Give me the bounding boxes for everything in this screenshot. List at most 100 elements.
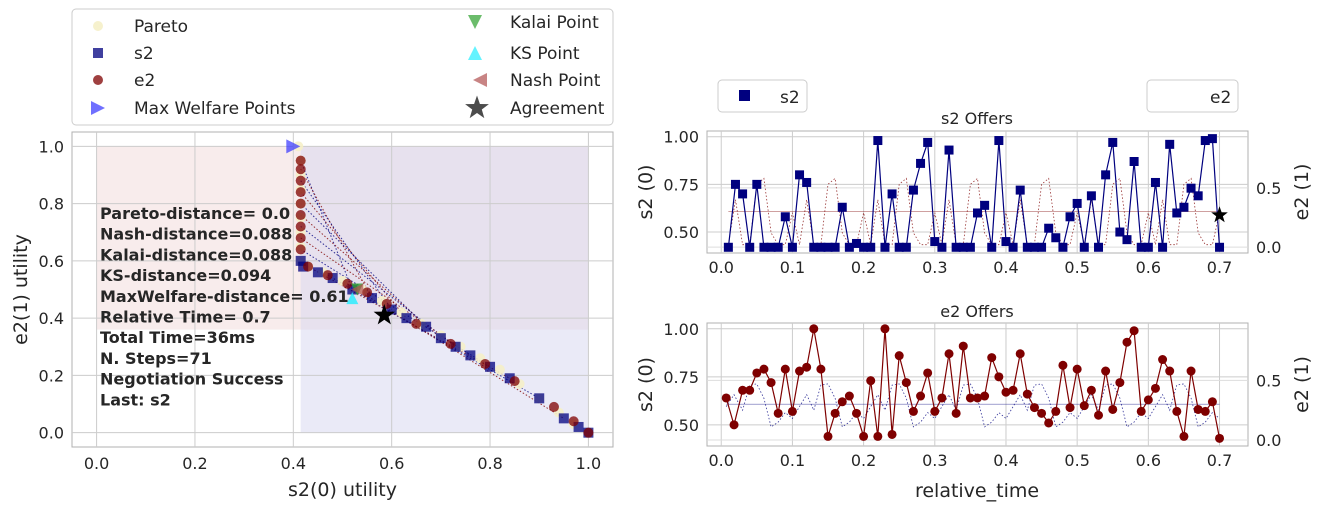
series-point xyxy=(1158,355,1168,365)
series-point xyxy=(723,242,733,252)
offer-trace-line xyxy=(300,191,407,319)
plot-area xyxy=(706,130,1249,254)
y-tick-label: 0.6 xyxy=(39,252,64,271)
series-point xyxy=(823,431,833,441)
series-point xyxy=(923,368,933,378)
e2-point xyxy=(295,155,306,166)
legend-s2-label: s2 xyxy=(780,88,800,108)
x-tick-label: 0.5 xyxy=(1064,258,1089,277)
series-point xyxy=(1115,227,1125,237)
annotation-line: MaxWelfare-distance= 0.61 xyxy=(100,287,349,306)
x-tick-label: 0.4 xyxy=(993,451,1018,470)
series-point xyxy=(880,242,890,252)
series-point xyxy=(1058,360,1068,370)
x-tick-label: 0.4 xyxy=(993,258,1018,277)
series-point xyxy=(937,393,947,403)
offer-trace-line xyxy=(300,160,353,290)
legend-label-ks-point: KS Point xyxy=(510,44,580,64)
utility-scatter-plot: 0.0 0.2 0.4 0.6 0.8 1.0 0.0 0.2 0.4 0.6 0.8 1.0 s2(0… xyxy=(10,131,614,501)
series-point xyxy=(1058,242,1068,252)
series-point xyxy=(1008,385,1018,395)
series-point xyxy=(1165,139,1175,149)
legend-label-max-welfare-points: Max Welfare Points xyxy=(134,99,296,119)
e2-point xyxy=(295,244,306,255)
x-tick-label: 0.0 xyxy=(709,451,734,470)
series-point xyxy=(930,237,940,247)
y-tick-label: 0.0 xyxy=(39,424,64,443)
series-point xyxy=(837,397,847,407)
x-tick-label: 0.3 xyxy=(922,258,947,277)
x-tick-label: 0.7 xyxy=(1207,258,1232,277)
series-point xyxy=(866,376,876,386)
e2-offers-title: e2 Offers xyxy=(940,302,1013,321)
series-point xyxy=(1001,237,1011,247)
x-tick-label: 0.1 xyxy=(780,258,805,277)
offer-trace-line xyxy=(327,274,540,399)
series-point xyxy=(1200,136,1210,146)
e2-point xyxy=(342,278,353,289)
series-point xyxy=(780,364,790,374)
series-point xyxy=(951,242,961,252)
series-point xyxy=(745,385,755,395)
series-point xyxy=(973,393,982,403)
series-point xyxy=(1179,202,1189,212)
annotation-line: KS-distance=0.094 xyxy=(100,266,271,285)
series-point xyxy=(980,200,990,210)
series-point xyxy=(1022,242,1032,252)
series-point xyxy=(1029,242,1039,252)
e2-point xyxy=(509,376,520,387)
series-point xyxy=(908,406,918,416)
series-point xyxy=(1094,410,1104,420)
annotation-line: Pareto-distance= 0.0 xyxy=(100,204,290,223)
x-tick-label: 0.1 xyxy=(780,451,805,470)
series-point xyxy=(1179,431,1189,441)
x-tick-label: 0.4 xyxy=(281,454,306,473)
series-point xyxy=(1143,395,1153,405)
s2-point xyxy=(504,373,515,384)
series-point xyxy=(1129,157,1139,166)
series-point xyxy=(802,362,812,372)
series-point xyxy=(752,179,762,189)
series-point xyxy=(1143,242,1153,252)
series-point xyxy=(1158,242,1168,252)
x-tick-label: 0.3 xyxy=(922,451,947,470)
x-tick-label: 0.5 xyxy=(1064,451,1089,470)
s2-point xyxy=(485,361,496,372)
e2-point xyxy=(295,232,306,243)
agreement-marker xyxy=(1211,206,1228,223)
legend-left: Pareto s2 e2 Max Welfare Points Kalai Point K… xyxy=(71,8,614,126)
annotation-line: Relative Time= 0.7 xyxy=(100,308,271,327)
annotation-line: N. Steps=71 xyxy=(100,349,212,368)
series-point xyxy=(923,137,933,147)
pareto-point xyxy=(494,364,505,375)
series-point xyxy=(1079,401,1089,411)
series-point xyxy=(1065,403,1075,413)
e2-point xyxy=(295,164,306,175)
x-tick-label: 1.0 xyxy=(576,454,601,473)
series-point xyxy=(873,431,883,441)
series-point xyxy=(1122,337,1132,347)
series-point xyxy=(958,242,968,252)
series-point xyxy=(859,242,869,252)
series-point xyxy=(1108,404,1118,414)
series-point xyxy=(987,242,997,252)
series-point xyxy=(887,429,897,439)
e2-point xyxy=(411,318,422,329)
series-point xyxy=(766,242,776,252)
series-point xyxy=(795,170,805,180)
y-tick-label: 0.2 xyxy=(39,366,64,385)
x-tick-label: 0.2 xyxy=(851,451,876,470)
x-tick-label: 0.6 xyxy=(1136,258,1161,277)
series-point xyxy=(795,366,805,376)
y-right-tick-label: 0.0 xyxy=(1256,431,1281,450)
series-point xyxy=(773,408,783,418)
series-point xyxy=(830,242,840,252)
series-line xyxy=(727,137,1221,249)
y-tick-label: 0.50 xyxy=(663,416,699,435)
series-point xyxy=(1015,349,1025,359)
series-point xyxy=(994,372,1004,382)
series-point xyxy=(738,189,748,199)
series-point xyxy=(1172,406,1182,416)
series-point xyxy=(901,242,911,252)
series-point xyxy=(1122,235,1132,245)
